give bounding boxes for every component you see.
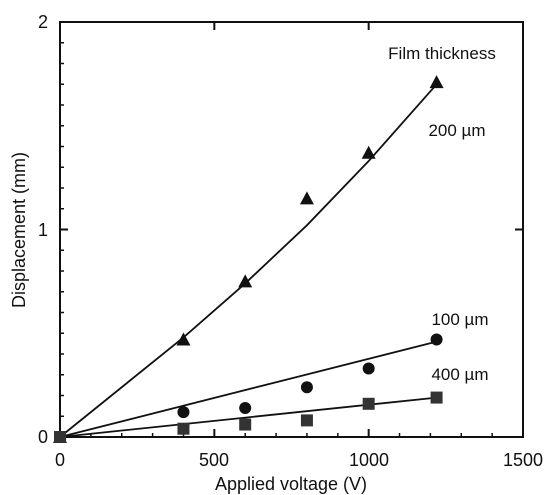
y-tick-label: 0 — [38, 427, 48, 447]
data-point-series-2 — [239, 418, 252, 431]
series-label-100um: 100 µm — [431, 310, 488, 329]
x-axis-title: Applied voltage (V) — [215, 474, 367, 494]
x-tick-label: 1500 — [503, 450, 543, 470]
data-point-series-1 — [239, 401, 252, 414]
data-point-series-0 — [238, 274, 253, 288]
fit-lines — [59, 83, 438, 438]
x-tick-label: 500 — [199, 450, 229, 470]
data-point-series-1 — [430, 333, 443, 346]
x-tick-label: 1000 — [349, 450, 389, 470]
series-label-400um: 400 µm — [431, 365, 488, 384]
y-tick-label: 1 — [38, 220, 48, 240]
fit-line-series-1 — [59, 340, 437, 438]
y-axis-title: Displacement (mm) — [9, 152, 29, 308]
data-point-series-0 — [176, 332, 191, 346]
data-point-series-2 — [430, 391, 443, 404]
data-point-series-1 — [177, 406, 190, 419]
data-point-series-0 — [299, 191, 314, 205]
data-point-series-2 — [54, 431, 66, 443]
data-point-series-2 — [300, 414, 313, 427]
fit-line-series-0 — [59, 83, 438, 438]
data-point-series-2 — [362, 397, 375, 410]
data-point-series-1 — [300, 381, 313, 394]
data-point-series-0 — [361, 145, 376, 159]
data-points — [53, 75, 444, 443]
legend-title: Film thickness — [388, 44, 496, 63]
data-point-series-0 — [429, 75, 444, 89]
x-tick-label: 0 — [55, 450, 65, 470]
y-axis-ticks — [60, 21, 523, 438]
data-point-series-1 — [362, 362, 375, 375]
y-tick-label: 2 — [38, 12, 48, 32]
series-label-200um: 200 µm — [428, 121, 485, 140]
data-point-series-2 — [177, 422, 190, 435]
